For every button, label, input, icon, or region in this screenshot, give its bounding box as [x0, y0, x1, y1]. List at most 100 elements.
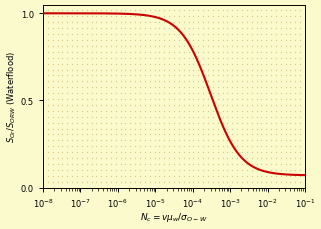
Point: [293, 63, 298, 66]
Point: [196, 10, 201, 13]
Point: [181, 145, 186, 148]
Point: [113, 145, 118, 148]
Point: [113, 4, 118, 7]
Point: [268, 33, 273, 37]
Point: [157, 151, 162, 154]
Point: [60, 139, 65, 143]
Point: [293, 139, 298, 143]
Point: [288, 63, 293, 66]
Point: [225, 186, 230, 190]
Point: [157, 74, 162, 78]
Point: [181, 186, 186, 190]
Point: [176, 104, 181, 107]
Point: [55, 39, 60, 43]
Point: [268, 162, 273, 166]
Point: [293, 33, 298, 37]
Point: [152, 151, 157, 154]
Point: [142, 168, 147, 172]
Point: [45, 10, 50, 13]
Point: [128, 186, 133, 190]
Point: [128, 39, 133, 43]
Point: [230, 4, 235, 7]
Point: [94, 104, 99, 107]
Point: [74, 4, 80, 7]
Point: [201, 51, 206, 55]
Point: [186, 27, 191, 31]
Point: [60, 180, 65, 184]
Point: [99, 68, 104, 72]
Point: [171, 92, 177, 95]
Point: [298, 145, 303, 148]
Point: [220, 39, 225, 43]
Point: [79, 21, 84, 25]
Point: [55, 186, 60, 190]
Point: [225, 168, 230, 172]
Point: [70, 74, 75, 78]
Point: [128, 168, 133, 172]
Point: [142, 16, 147, 19]
Point: [70, 16, 75, 19]
Point: [201, 86, 206, 90]
Point: [273, 104, 279, 107]
Point: [45, 74, 50, 78]
Point: [210, 68, 215, 72]
Point: [123, 174, 128, 178]
Point: [103, 157, 108, 160]
Point: [123, 10, 128, 13]
Point: [55, 63, 60, 66]
Point: [113, 162, 118, 166]
Point: [50, 80, 55, 84]
Point: [142, 80, 147, 84]
Point: [235, 51, 240, 55]
Point: [298, 151, 303, 154]
Point: [74, 74, 80, 78]
Point: [225, 74, 230, 78]
Point: [244, 174, 249, 178]
Point: [201, 186, 206, 190]
Point: [79, 63, 84, 66]
Point: [259, 139, 264, 143]
Point: [65, 10, 70, 13]
Point: [254, 57, 259, 60]
Point: [84, 145, 89, 148]
Point: [264, 174, 269, 178]
Point: [74, 115, 80, 119]
Point: [302, 57, 308, 60]
Point: [249, 162, 254, 166]
Point: [147, 180, 152, 184]
Point: [142, 151, 147, 154]
Point: [191, 151, 196, 154]
Point: [302, 86, 308, 90]
Point: [70, 10, 75, 13]
Point: [99, 63, 104, 66]
Point: [157, 168, 162, 172]
Point: [55, 104, 60, 107]
Point: [244, 16, 249, 19]
Point: [50, 115, 55, 119]
Point: [181, 63, 186, 66]
Point: [167, 27, 172, 31]
Point: [123, 168, 128, 172]
Point: [84, 4, 89, 7]
Point: [113, 45, 118, 49]
Point: [60, 157, 65, 160]
Point: [249, 174, 254, 178]
Point: [244, 186, 249, 190]
Point: [40, 10, 46, 13]
Point: [268, 21, 273, 25]
Point: [254, 45, 259, 49]
Point: [302, 121, 308, 125]
Point: [103, 180, 108, 184]
Point: [298, 162, 303, 166]
Point: [108, 180, 114, 184]
Point: [45, 45, 50, 49]
Point: [74, 174, 80, 178]
Point: [259, 180, 264, 184]
Point: [176, 21, 181, 25]
Point: [79, 104, 84, 107]
Point: [45, 104, 50, 107]
Point: [133, 16, 138, 19]
Point: [225, 63, 230, 66]
Point: [45, 151, 50, 154]
Point: [239, 98, 245, 101]
